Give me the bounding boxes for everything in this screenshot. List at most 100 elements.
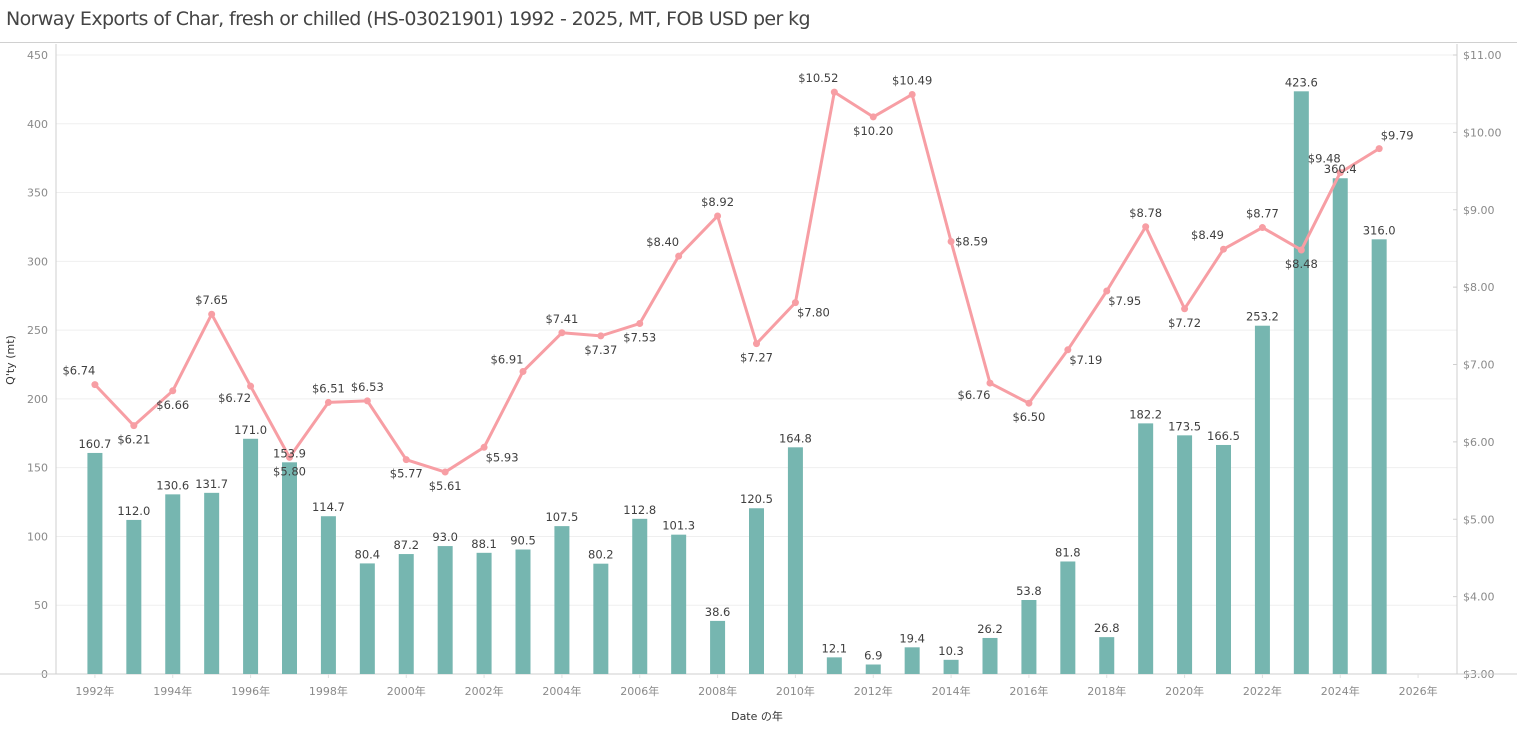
bar (787, 447, 803, 674)
price-point (324, 398, 332, 406)
bar-value-label: 423.6 (1285, 75, 1318, 89)
bar (1371, 239, 1387, 674)
x-tick-label: 2014年 (932, 684, 971, 698)
price-value-label: $5.80 (273, 464, 306, 478)
bar (1060, 561, 1076, 674)
price-point (1064, 346, 1072, 354)
price-value-label: $7.41 (545, 312, 578, 326)
bar (1332, 178, 1348, 675)
bar-value-label: 19.4 (899, 631, 925, 645)
x-tick-label: 2016年 (1009, 684, 1048, 698)
price-value-label: $8.77 (1246, 207, 1279, 221)
x-tick-label: 2012年 (854, 684, 893, 698)
x-tick-label: 2026年 (1399, 684, 1438, 698)
bar-value-label: 360.4 (1324, 162, 1357, 176)
y-tick-label: 300 (27, 255, 48, 268)
x-tick-label: 2006年 (620, 684, 659, 698)
bar (632, 518, 648, 674)
line-series (91, 88, 1383, 476)
price-value-label: $7.80 (797, 306, 830, 320)
price-value-label: $7.19 (1069, 353, 1102, 367)
price-value-label: $7.65 (195, 293, 228, 307)
price-value-label: $7.37 (584, 343, 617, 357)
bar-value-label: 173.5 (1168, 419, 1201, 433)
bar-value-label: 107.5 (545, 510, 578, 524)
bar (671, 534, 687, 674)
price-value-label: $8.40 (646, 235, 679, 249)
bar-value-label: 164.8 (779, 431, 812, 445)
x-tick-label: 2018年 (1087, 684, 1126, 698)
title-divider (0, 42, 1517, 43)
price-value-label: $5.93 (486, 450, 519, 464)
price-value-label: $7.53 (623, 330, 656, 344)
bar (359, 563, 375, 674)
bar-value-label: 153.9 (273, 446, 306, 460)
bar (593, 563, 609, 674)
chart-title: Norway Exports of Char, fresh or chilled… (6, 8, 811, 30)
price-value-label: $6.66 (156, 398, 189, 412)
price-value-label: $8.92 (701, 195, 734, 209)
price-point (675, 252, 683, 260)
y2-tick-label: $8.00 (1463, 281, 1495, 294)
bar (126, 519, 142, 674)
bar (476, 552, 492, 674)
price-value-label: $7.72 (1168, 316, 1201, 330)
bar (749, 508, 764, 674)
bar (1138, 423, 1154, 674)
price-line (93, 90, 1380, 474)
bar-value-label: 88.1 (471, 537, 497, 551)
bar-value-label: 38.6 (705, 605, 731, 619)
price-point (908, 90, 916, 98)
price-point (480, 443, 488, 451)
bar-value-label: 182.2 (1129, 407, 1162, 421)
bar (243, 438, 259, 674)
x-tick-label: 1998年 (309, 684, 348, 698)
x-tick-label: 1992年 (75, 684, 114, 698)
price-point (441, 468, 449, 476)
price-value-label: $6.91 (491, 352, 524, 366)
price-value-label: $8.78 (1129, 206, 1162, 220)
bar (282, 462, 297, 674)
bar (1216, 444, 1231, 674)
y2-tick-label: $11.00 (1463, 49, 1502, 62)
x-tick-label: 1994年 (153, 684, 192, 698)
axes: 050100150200250300350400450$3.00$4.00$5.… (0, 44, 1517, 698)
bar-value-label: 87.2 (393, 538, 419, 552)
price-point (791, 299, 799, 307)
bar-value-label: 166.5 (1207, 429, 1240, 443)
bar-value-label: 171.0 (234, 423, 267, 437)
x-axis-title: Date の年 (731, 709, 783, 723)
bar-value-label: 130.6 (156, 478, 189, 492)
bar (1099, 637, 1115, 674)
bar-value-label: 80.2 (588, 548, 614, 562)
bar (320, 516, 336, 674)
price-point (558, 329, 566, 337)
price-point (636, 319, 644, 327)
x-tick-label: 2010年 (776, 684, 815, 698)
bar (904, 647, 920, 674)
bar (1254, 325, 1270, 674)
y2-tick-label: $10.00 (1463, 126, 1502, 139)
bar (826, 657, 842, 674)
bar (1177, 435, 1193, 674)
y2-tick-label: $7.00 (1463, 359, 1495, 372)
bar-series (87, 91, 1387, 675)
price-point (286, 453, 293, 461)
bar-value-label: 6.9 (864, 649, 882, 663)
price-point (986, 379, 994, 387)
price-value-label: $9.48 (1308, 152, 1341, 166)
price-point (1375, 145, 1383, 153)
bar-value-label: 26.8 (1094, 621, 1120, 635)
price-point (1220, 245, 1227, 253)
bar (710, 620, 726, 674)
price-value-label: $8.59 (955, 234, 988, 248)
price-point (1258, 224, 1266, 232)
price-point (363, 397, 371, 405)
y2-tick-label: $9.00 (1463, 204, 1495, 217)
price-value-label: $6.21 (117, 433, 150, 447)
price-value-label: $6.50 (1012, 410, 1045, 424)
x-tick-label: 2020年 (1165, 684, 1204, 698)
y-tick-label: 400 (27, 118, 48, 131)
price-value-label: $7.95 (1108, 294, 1141, 308)
bar (204, 492, 220, 674)
